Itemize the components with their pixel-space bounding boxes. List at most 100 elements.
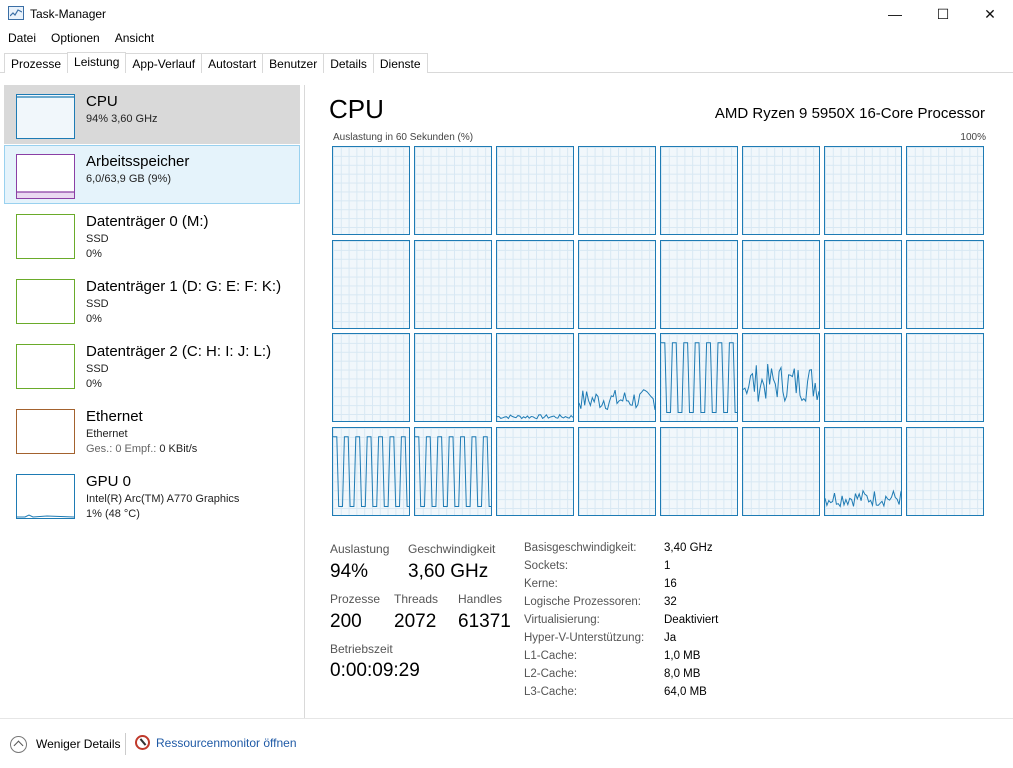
menu-datei[interactable]: Datei: [8, 31, 37, 45]
utilization-value: 94%: [330, 561, 369, 582]
info-key: Basisgeschwindigkeit:: [524, 542, 637, 554]
core-graph: [742, 426, 820, 516]
core-usage-line: [415, 435, 491, 507]
core-graph: [496, 146, 574, 235]
resource-name: Arbeitsspeicher: [86, 153, 190, 170]
resource-detail: 6,0/63,9 GB (9%): [86, 173, 171, 185]
resource-monitor-label[interactable]: Ressourcenmonitor öffnen: [156, 735, 297, 750]
resource-usage: 1% (48 °C): [86, 508, 140, 520]
uptime-value: 0:00:09:29: [330, 660, 420, 681]
core-graph: [578, 426, 656, 516]
resource-monitor-icon: [135, 735, 150, 750]
core-graph: [742, 239, 820, 329]
info-key: Virtualisierung:: [524, 614, 600, 626]
tab-divider: [0, 72, 1013, 73]
core-graph: [578, 146, 656, 235]
core-graph: [824, 146, 902, 235]
resource-item-disk-2[interactable]: Datenträger 2 (C: H: I: J: L:) SSD 0%: [4, 335, 300, 394]
processes-label: Prozesse: [330, 592, 381, 606]
resource-name: Datenträger 1 (D: G: E: F: K:): [86, 278, 282, 295]
core-graph: [824, 239, 902, 329]
core-usage-series: [743, 363, 819, 403]
tab-dienste[interactable]: Dienste: [372, 53, 428, 73]
info-value: 64,0 MB: [664, 686, 707, 698]
core-graph: [332, 239, 410, 329]
fewer-details-label: Weniger Details: [36, 737, 121, 751]
core-usage-line: [333, 435, 409, 507]
menu-ansicht[interactable]: Ansicht: [114, 31, 155, 45]
resource-item-cpu[interactable]: CPU 94% 3,60 GHz: [4, 85, 300, 144]
core-graph: [660, 426, 738, 516]
speed-value: 3,60 GHz: [408, 561, 489, 582]
tab-prozesse[interactable]: Prozesse: [4, 53, 69, 73]
core-graph: [414, 333, 492, 422]
info-key: L1-Cache:: [524, 650, 578, 662]
core-graph: [414, 239, 492, 329]
info-value: 3,40 GHz: [664, 542, 713, 554]
disk-thumbnail-graph: [16, 214, 75, 259]
core-graph: [496, 426, 574, 516]
tab-details[interactable]: Details: [323, 53, 374, 73]
core-graph: [332, 426, 410, 516]
threads-label: Threads: [394, 592, 439, 606]
core-graph: [496, 333, 574, 422]
close-button[interactable]: ✕: [984, 5, 996, 22]
core-graph: [824, 426, 902, 516]
core-graph: [332, 146, 410, 235]
maximize-button[interactable]: ☐: [936, 5, 950, 22]
chevron-up-icon: [10, 735, 27, 753]
core-usage-line: [661, 342, 737, 413]
graph-caption: Auslastung in 60 Sekunden (%): [333, 132, 474, 143]
core-graph: [496, 239, 574, 329]
core-graph: [578, 239, 656, 329]
info-key: Logische Prozessoren:: [524, 596, 641, 608]
threads-value: 2072: [394, 611, 437, 632]
memory-thumbnail-graph: [16, 154, 75, 199]
speed-label: Geschwindigkeit: [408, 542, 496, 556]
pane-divider: [304, 85, 305, 718]
core-graph: [742, 146, 820, 235]
task-manager-icon: [8, 6, 24, 20]
resource-list: CPU 94% 3,60 GHz Arbeitsspeicher 6,0/63,…: [4, 85, 301, 703]
throughput-label: Ges.: 0 Empf.:: [86, 443, 160, 455]
tab-leistung[interactable]: Leistung: [67, 52, 127, 73]
core-graph: [660, 239, 738, 329]
page-title: CPU: [329, 94, 384, 124]
core-usage-line: [743, 363, 819, 403]
menu-optionen[interactable]: Optionen: [51, 31, 100, 45]
info-key: Hyper-V-Unterstützung:: [524, 632, 645, 644]
tab-autostart[interactable]: Autostart: [201, 53, 264, 73]
core-graph: [414, 426, 492, 516]
core-usage-series: [415, 435, 491, 507]
core-graph: [414, 146, 492, 235]
tab-app-verlauf[interactable]: App-Verlauf: [125, 53, 203, 73]
resource-monitor-link[interactable]: Ressourcenmonitor öffnen: [135, 735, 297, 750]
info-value: 16: [664, 578, 677, 590]
minimize-button[interactable]: —: [888, 6, 902, 22]
core-graph: [742, 333, 820, 422]
core-usage-series: [333, 435, 409, 507]
logical-processor-graphs: [332, 146, 987, 517]
info-key: L2-Cache:: [524, 668, 578, 680]
tab-benutzer[interactable]: Benutzer: [262, 53, 325, 73]
processes-value: 200: [330, 611, 362, 632]
core-graph: [824, 333, 902, 422]
disk-thumbnail-graph: [16, 279, 75, 324]
resource-name: Datenträger 2 (C: H: I: J: L:): [86, 343, 272, 360]
resource-throughput: Ges.: 0 Empf.: 0 KBit/s: [86, 443, 197, 455]
handles-label: Handles: [458, 592, 503, 606]
utilization-label: Auslastung: [330, 542, 390, 556]
resource-item-ethernet[interactable]: Ethernet Ethernet Ges.: 0 Empf.: 0 KBit/…: [4, 400, 300, 459]
core-usage-series: [497, 413, 573, 420]
resource-name: Ethernet: [86, 408, 143, 425]
resource-item-disk-0[interactable]: Datenträger 0 (M:) SSD 0%: [4, 205, 300, 264]
resource-item-disk-1[interactable]: Datenträger 1 (D: G: E: F: K:) SSD 0%: [4, 270, 300, 329]
resource-item-memory[interactable]: Arbeitsspeicher 6,0/63,9 GB (9%): [4, 145, 300, 204]
core-usage-line: [579, 389, 655, 411]
fewer-details-button[interactable]: Weniger Details: [10, 735, 120, 753]
resource-item-gpu[interactable]: GPU 0 Intel(R) Arc(TM) A770 Graphics 1% …: [4, 465, 300, 524]
throughput-value: 0 KBit/s: [159, 443, 198, 455]
resource-model: Intel(R) Arc(TM) A770 Graphics: [86, 493, 240, 505]
resource-type: SSD: [86, 233, 109, 245]
footer-divider: [0, 718, 1013, 719]
